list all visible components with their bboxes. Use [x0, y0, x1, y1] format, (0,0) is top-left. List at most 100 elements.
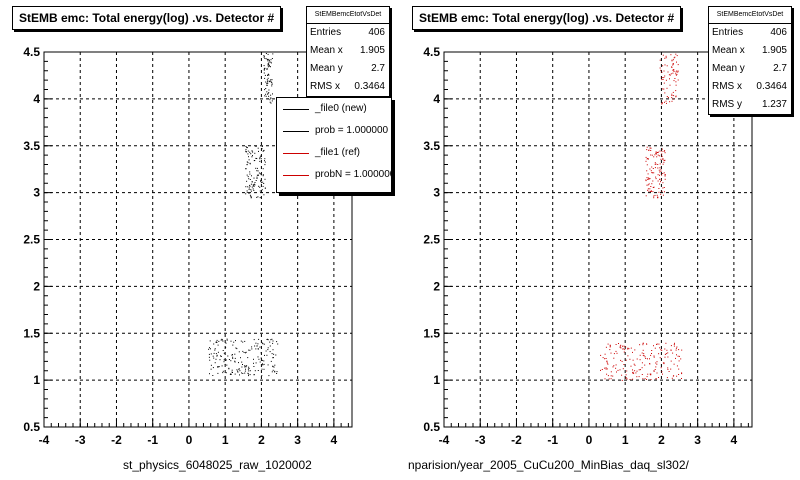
y-tick-label: 4	[33, 92, 40, 106]
x-tick-label: 1	[222, 433, 229, 447]
stats-value: 0.3464	[756, 81, 787, 92]
y-tick-label: 1	[433, 373, 440, 387]
data-point	[235, 340, 236, 342]
data-point	[249, 185, 251, 187]
data-point	[267, 93, 269, 95]
data-point	[672, 72, 674, 74]
data-point	[266, 84, 268, 86]
data-point	[664, 174, 666, 176]
data-point	[661, 71, 663, 73]
data-point	[605, 346, 607, 348]
data-point	[671, 59, 673, 61]
data-point	[247, 372, 249, 374]
data-point	[254, 345, 256, 347]
data-point	[212, 375, 214, 376]
data-point	[677, 64, 679, 66]
data-point	[272, 340, 274, 342]
data-point	[221, 338, 223, 340]
data-point	[646, 376, 648, 378]
data-point	[264, 77, 266, 79]
data-point	[253, 177, 255, 179]
data-point	[647, 373, 649, 375]
data-point	[667, 71, 669, 73]
data-point	[260, 352, 262, 354]
stats-row: RMS x 0.3464	[709, 78, 791, 96]
data-point	[615, 350, 617, 352]
x-tick-label: 3	[294, 433, 301, 447]
data-point	[661, 150, 663, 152]
legend-line-swatch	[283, 131, 309, 132]
data-point	[633, 372, 635, 374]
data-point	[675, 95, 677, 97]
data-point	[245, 352, 246, 354]
data-point	[214, 349, 216, 351]
data-point	[272, 93, 273, 95]
data-point	[236, 369, 238, 371]
data-point	[228, 368, 230, 370]
data-point	[643, 355, 645, 357]
stats-label: Mean y	[712, 63, 745, 74]
data-point	[271, 85, 273, 87]
data-point	[260, 179, 262, 181]
data-point	[255, 362, 257, 364]
data-point	[265, 53, 267, 54]
data-point	[653, 356, 655, 358]
data-point	[662, 158, 664, 160]
data-point	[244, 370, 246, 372]
data-point	[667, 352, 669, 354]
data-point	[257, 370, 259, 371]
data-point	[255, 157, 257, 159]
y-tick-label: 1	[33, 373, 40, 387]
data-point	[272, 357, 274, 359]
data-point	[618, 343, 619, 344]
x-tick-label: 4	[331, 433, 338, 447]
data-point	[657, 180, 659, 182]
data-point	[648, 178, 650, 180]
data-point	[257, 170, 259, 172]
data-point	[244, 366, 246, 368]
data-point	[229, 373, 231, 375]
data-point	[249, 173, 251, 175]
data-point	[671, 95, 673, 96]
data-point	[652, 187, 654, 188]
data-point	[647, 173, 649, 175]
data-point	[663, 362, 665, 364]
data-point	[239, 374, 240, 376]
data-point	[671, 93, 673, 95]
data-point	[653, 345, 654, 347]
data-point	[257, 196, 259, 198]
data-point	[269, 345, 271, 347]
data-point	[270, 81, 272, 83]
data-point	[661, 349, 663, 351]
stats-name: StEMBemcEtotVsDet	[709, 7, 791, 24]
data-point	[274, 364, 276, 366]
data-point	[255, 342, 257, 344]
data-point	[664, 348, 666, 350]
data-point	[675, 74, 677, 76]
data-point	[253, 362, 254, 364]
data-point	[646, 379, 647, 380]
legend-entry: prob = 1.000000	[277, 120, 391, 142]
data-point	[677, 70, 679, 72]
data-point	[656, 153, 657, 155]
data-point	[656, 343, 658, 345]
data-point	[251, 181, 253, 183]
stats-value: 2.7	[371, 63, 385, 74]
data-point	[673, 363, 675, 365]
data-point	[658, 188, 660, 189]
data-point	[259, 160, 261, 162]
data-point	[644, 364, 646, 366]
data-point	[275, 354, 277, 356]
data-point	[662, 362, 664, 364]
data-point	[606, 360, 608, 362]
data-point	[248, 188, 250, 190]
data-point	[263, 363, 265, 365]
data-point	[244, 340, 246, 342]
right-plot-title: StEMB emc: Total energy(log) .vs. Detect…	[412, 6, 682, 30]
data-point	[208, 348, 210, 350]
data-point	[248, 349, 250, 351]
data-point	[667, 367, 669, 369]
data-point	[274, 371, 276, 373]
data-point	[675, 53, 677, 55]
data-point	[267, 80, 269, 82]
